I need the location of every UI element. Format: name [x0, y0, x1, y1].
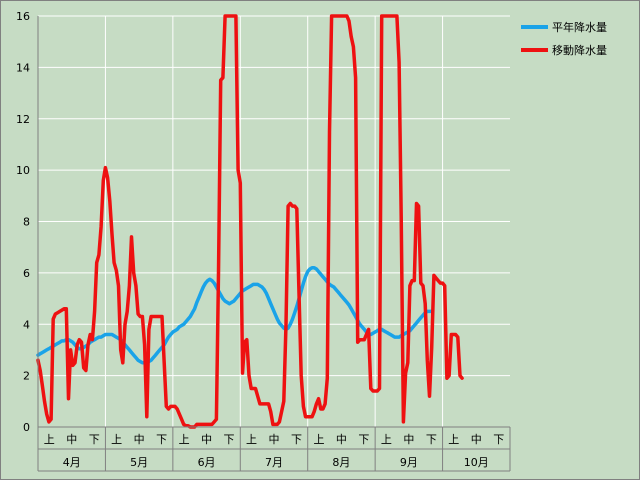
- month-label: 7月: [265, 456, 283, 469]
- month-label: 6月: [198, 456, 216, 469]
- y-tick-label: 16: [16, 10, 30, 23]
- dekad-label: 下: [89, 433, 100, 446]
- dekad-label: 中: [269, 433, 280, 446]
- dekad-label: 上: [111, 433, 122, 446]
- dekad-label: 下: [426, 433, 437, 446]
- series-lines: [36, 14, 464, 429]
- dekad-label: 上: [246, 433, 257, 446]
- y-tick-label: 12: [16, 113, 30, 126]
- dekad-label: 下: [493, 433, 504, 446]
- month-label: 9月: [400, 456, 418, 469]
- dekad-label: 下: [291, 433, 302, 446]
- y-tick-label: 8: [23, 216, 30, 229]
- month-label: 10月: [464, 456, 489, 469]
- dekad-label: 上: [179, 433, 190, 446]
- dekad-label: 下: [224, 433, 235, 446]
- dekad-label: 中: [336, 433, 347, 446]
- y-tick-label: 6: [23, 267, 30, 280]
- dekad-label: 上: [44, 433, 55, 446]
- dekad-label: 中: [403, 433, 414, 446]
- month-label: 8月: [332, 456, 350, 469]
- dekad-label: 中: [134, 433, 145, 446]
- y-tick-label: 2: [23, 370, 30, 383]
- dekad-label: 中: [66, 433, 77, 446]
- y-tick-label: 4: [23, 318, 30, 331]
- legend-label-2: 移動降水量: [552, 43, 607, 57]
- dekad-label: 中: [471, 433, 482, 446]
- dekad-label: 下: [156, 433, 167, 446]
- legend-label-1: 平年降水量: [552, 20, 607, 34]
- y-tick-label: 10: [16, 164, 30, 177]
- dekad-label: 上: [313, 433, 324, 446]
- series-line-2: [36, 14, 464, 429]
- month-label: 5月: [130, 456, 148, 469]
- dekad-label: 上: [448, 433, 459, 446]
- dekad-label: 上: [381, 433, 392, 446]
- dekad-label: 中: [201, 433, 212, 446]
- dekad-label: 下: [358, 433, 369, 446]
- month-label: 4月: [63, 456, 81, 469]
- y-tick-label: 0: [23, 421, 30, 434]
- y-tick-label: 14: [16, 61, 30, 74]
- axes: 0246810121416上中下4月上中下5月上中下6月上中下7月上中下8月上中…: [16, 10, 511, 472]
